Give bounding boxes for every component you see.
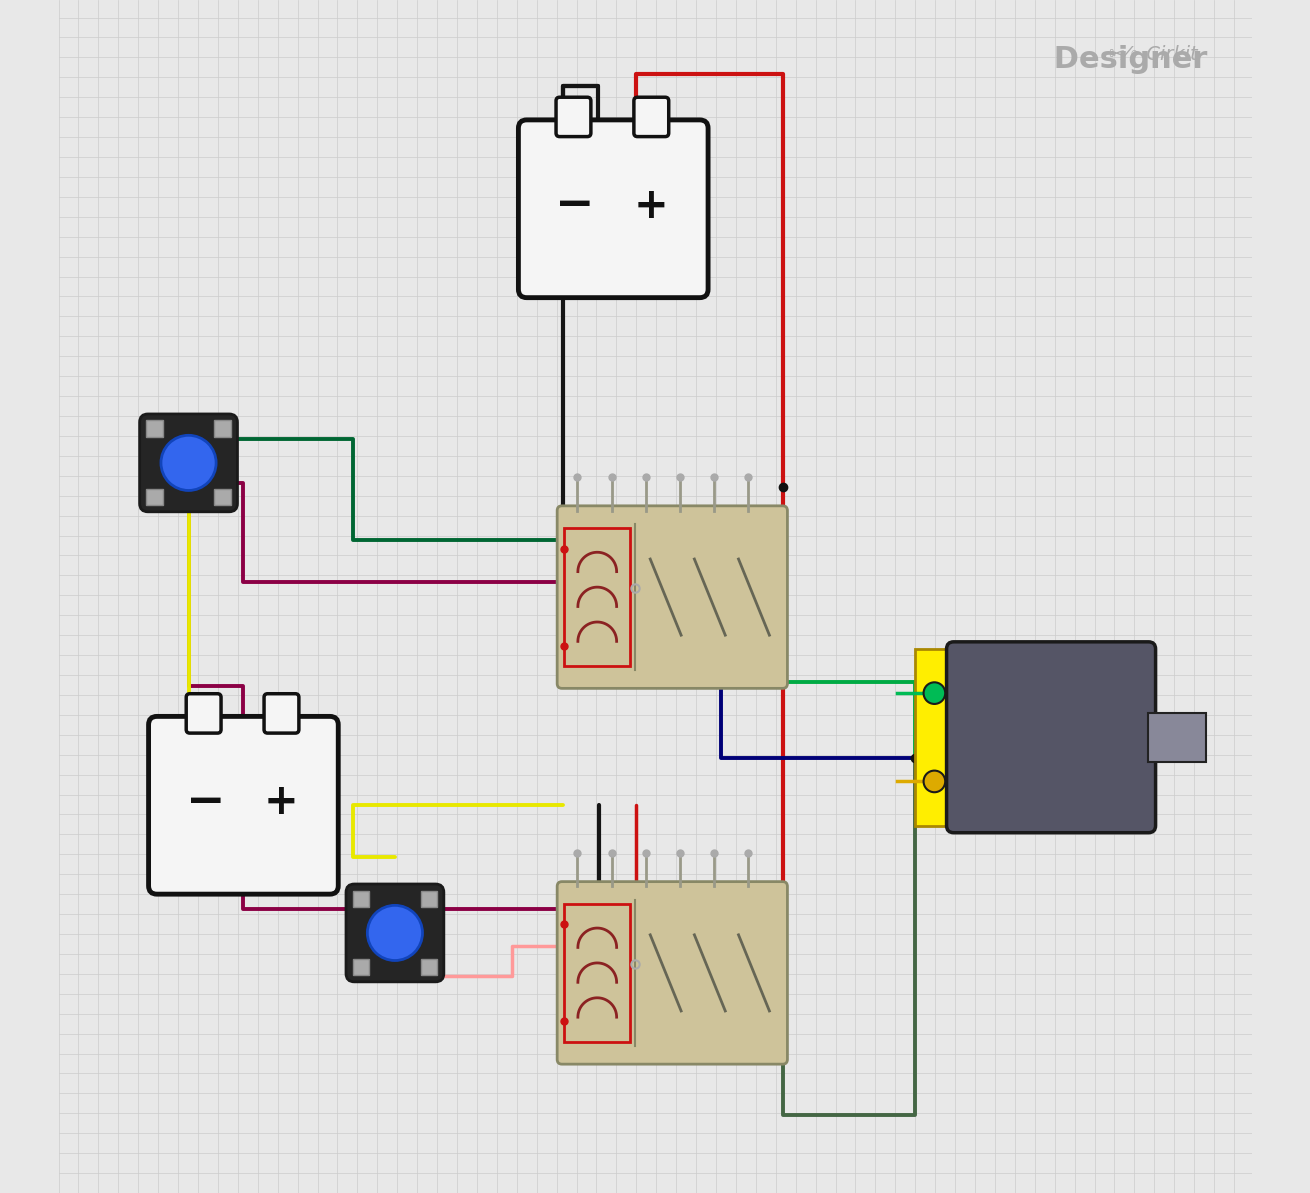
Bar — [421, 890, 438, 907]
Bar — [421, 959, 438, 976]
FancyBboxPatch shape — [519, 120, 709, 298]
Bar — [565, 904, 630, 1043]
Text: Designer: Designer — [905, 45, 1208, 74]
Text: +: + — [265, 781, 299, 823]
Bar — [565, 527, 630, 666]
FancyBboxPatch shape — [186, 694, 221, 733]
Text: +: + — [634, 185, 668, 227]
FancyBboxPatch shape — [557, 506, 787, 688]
FancyBboxPatch shape — [346, 884, 444, 982]
Bar — [1149, 712, 1205, 762]
Bar — [147, 420, 162, 437]
FancyBboxPatch shape — [555, 97, 591, 137]
Circle shape — [367, 905, 423, 960]
Bar — [147, 489, 162, 506]
Text: ✂⁄◦ Cirkit: ✂⁄◦ Cirkit — [1108, 45, 1204, 64]
Bar — [215, 420, 231, 437]
FancyBboxPatch shape — [634, 97, 668, 137]
FancyBboxPatch shape — [947, 642, 1155, 833]
FancyBboxPatch shape — [557, 882, 787, 1064]
Circle shape — [924, 682, 946, 704]
Bar — [215, 489, 231, 506]
FancyBboxPatch shape — [265, 694, 299, 733]
Bar — [352, 959, 369, 976]
Bar — [352, 890, 369, 907]
Text: −: − — [555, 183, 595, 228]
Circle shape — [924, 771, 946, 792]
FancyBboxPatch shape — [140, 414, 237, 512]
Bar — [916, 649, 954, 826]
Text: −: − — [186, 779, 225, 824]
FancyBboxPatch shape — [148, 716, 338, 895]
Circle shape — [161, 435, 216, 490]
